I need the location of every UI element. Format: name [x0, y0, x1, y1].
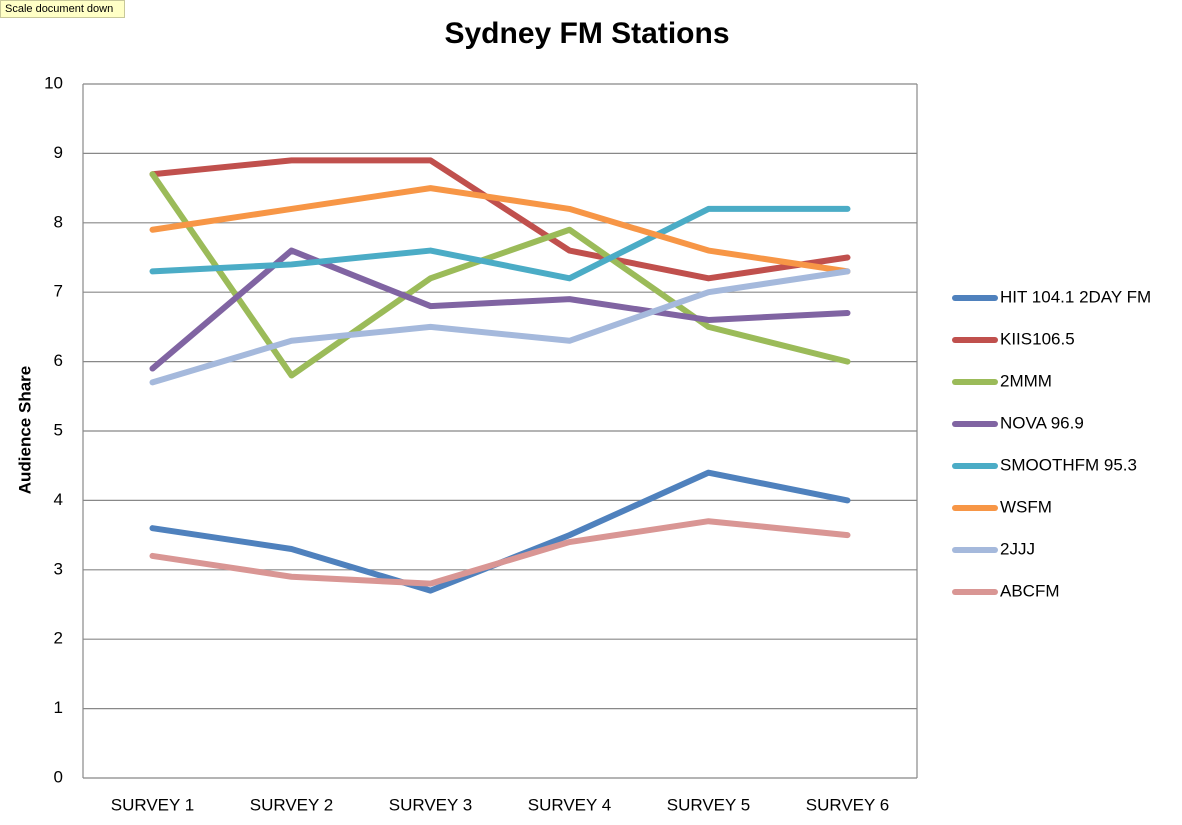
y-tick-label: 4: [54, 490, 63, 509]
legend-label: 2JJJ: [1000, 539, 1035, 558]
legend: HIT 104.1 2DAY FM KIIS106.5 2MMM NOVA 96.9 S…: [952, 287, 1151, 600]
series-line: [149, 171, 851, 379]
legend-label: 2MMM: [1000, 371, 1052, 390]
y-tick-label: 3: [54, 559, 63, 578]
series-line: [149, 185, 851, 275]
y-tick-label: 9: [54, 143, 63, 162]
chart-title: Sydney FM Stations: [444, 17, 729, 50]
series-line: [149, 518, 851, 587]
legend-label: NOVA 96.9: [1000, 413, 1084, 432]
y-axis-title: Audience Share: [15, 366, 34, 495]
tooltip-box: [0, 0, 125, 18]
series-lines: [149, 157, 851, 594]
y-tick-label: 1: [54, 698, 63, 717]
series-line: [149, 247, 851, 372]
grid: [83, 83, 917, 779]
series-line: [149, 157, 851, 282]
legend-label: KIIS106.5: [1000, 329, 1075, 348]
y-tick-label: 0: [54, 767, 63, 786]
legend-label: ABCFM: [1000, 581, 1060, 600]
series-line: [149, 268, 851, 386]
y-tick-label: 2: [54, 629, 63, 648]
y-tick-label: 7: [54, 282, 63, 301]
y-tick-label: 5: [54, 420, 63, 439]
x-tick-label: SURVEY 1: [111, 795, 194, 814]
x-tick-label: SURVEY 3: [389, 795, 472, 814]
legend-label: HIT 104.1 2DAY FM: [1000, 287, 1151, 306]
legend-label: WSFM: [1000, 497, 1052, 516]
series-line: [149, 205, 851, 282]
y-tick-label: 10: [44, 73, 63, 92]
x-tick-label: SURVEY 2: [250, 795, 333, 814]
x-tick-label: SURVEY 4: [528, 795, 611, 814]
tooltip-text: Scale document down: [5, 3, 113, 15]
y-tick-label: 6: [54, 351, 63, 370]
x-tick-label: SURVEY 5: [667, 795, 750, 814]
y-tick-label: 8: [54, 212, 63, 231]
legend-label: SMOOTHFM 95.3: [1000, 455, 1137, 474]
x-tick-label: SURVEY 6: [806, 795, 889, 814]
